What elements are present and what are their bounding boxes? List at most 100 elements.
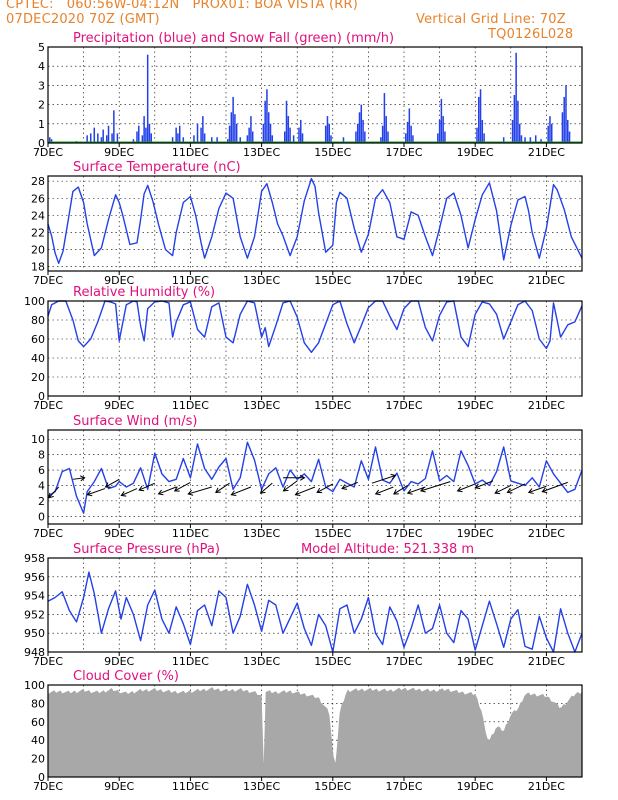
wind-ytick-label: 2 xyxy=(38,495,45,508)
precipitation-bar xyxy=(132,139,135,143)
wind-arrow-head xyxy=(506,487,513,494)
cloud-ytick-label: 40 xyxy=(31,734,45,747)
precipitation-bar xyxy=(568,131,571,143)
precipitation-bar xyxy=(330,135,332,143)
wind-arrow-head xyxy=(374,489,381,496)
precipitation-bar xyxy=(502,137,505,143)
cloud-frame xyxy=(47,684,583,778)
temperature-ytick-label: 24 xyxy=(31,209,45,222)
temperature-xtick-label: 7DEC xyxy=(33,274,63,287)
precipitation-bar xyxy=(283,131,286,143)
precipitation-bar xyxy=(138,125,140,143)
wind-xtick-label: 7DEC xyxy=(33,527,63,540)
precipitation-bar xyxy=(178,125,181,143)
temperature-xtick-label: 11DEC xyxy=(172,274,209,287)
wind-ytick-label: 0 xyxy=(38,510,45,523)
precipitation-bar xyxy=(107,125,110,143)
wind-arrow-head xyxy=(230,490,237,497)
wind-arrow-head xyxy=(527,488,534,494)
precipitation-bar xyxy=(230,112,233,143)
cloud-panel: 0 20 40 60 80 100 7DEC 9DEC 11DEC 13DEC 15DEC 17DEC… xyxy=(24,669,583,793)
precipitation-bar xyxy=(102,129,104,143)
humidity-ytick-label: 100 xyxy=(24,295,45,308)
cloud-cover-area xyxy=(48,687,582,777)
cloud-xtick-label: 15DEC xyxy=(314,780,351,793)
precipitation-bar xyxy=(251,131,254,143)
temperature-xtick-label: 9DEC xyxy=(104,274,134,287)
wind-xtick-label: 17DEC xyxy=(385,527,422,540)
run-time-label: 07DEC2020 70Z (GMT) xyxy=(6,12,160,27)
wind-xtick-label: 9DEC xyxy=(104,527,134,540)
humidity-xtick-label: 7DEC xyxy=(33,399,63,412)
temperature-panel: 18 20 22 24 26 28 7DEC 9DEC 11DEC 13DEC 15DEC 17DEC… xyxy=(31,160,583,287)
precipitation-bar xyxy=(111,133,113,143)
wind-arrow-shaft xyxy=(121,488,138,496)
precipitation-bar xyxy=(567,119,569,143)
humidity-ytick-label: 40 xyxy=(31,352,45,365)
precipitation-bar xyxy=(529,137,532,143)
precip-xtick-label: 7DEC xyxy=(33,146,63,159)
precipitation-bar xyxy=(518,123,521,143)
model-altitude-label: Model Altitude: 521.338 m xyxy=(301,542,474,557)
precipitation-bar xyxy=(113,110,115,143)
precip-ytick-label: 3 xyxy=(38,79,45,92)
pressure-ytick-label: 952 xyxy=(24,608,45,621)
precipitation-bar xyxy=(289,127,291,143)
wind-arrow-shaft xyxy=(542,481,568,493)
precipitation-bar xyxy=(182,137,185,143)
pressure-xtick-label: 17DEC xyxy=(385,655,422,668)
wind-arrow-shaft xyxy=(528,485,547,493)
precip-xtick-label: 11DEC xyxy=(172,146,209,159)
wind-arrow-shaft xyxy=(295,486,316,496)
wind-arrow-head xyxy=(79,475,86,482)
pressure-series-line xyxy=(47,571,583,653)
wind-arrow-head xyxy=(393,489,399,495)
precipitation-bar xyxy=(408,108,411,143)
temperature-xtick-label: 15DEC xyxy=(314,274,351,287)
precipitation-bar xyxy=(387,131,389,143)
precipitation-bar xyxy=(481,119,484,143)
precipitation-bar xyxy=(547,125,549,143)
wind-xtick-label: 15DEC xyxy=(314,527,351,540)
precipitation-bar xyxy=(476,127,478,143)
cloud-ytick-label: 80 xyxy=(31,697,45,710)
precipitation-bar xyxy=(324,125,327,143)
precipitation-bar xyxy=(250,116,252,143)
wind-arrow-shaft xyxy=(231,486,252,496)
wind-xtick-label: 21DEC xyxy=(528,527,565,540)
precipitation-bar xyxy=(298,127,300,143)
wind-arrow-head xyxy=(541,487,548,494)
precipitation-bar xyxy=(239,137,241,143)
precipitation-bar xyxy=(246,135,249,143)
precipitation-bar xyxy=(356,123,359,143)
precipitation-bar xyxy=(235,123,238,143)
precipitation-bar xyxy=(513,95,516,143)
precip-xtick-label: 17DEC xyxy=(385,146,422,159)
humidity-xtick-label: 17DEC xyxy=(385,399,422,412)
precipitation-bar xyxy=(563,96,565,143)
vertical-grid-line-label: Vertical Grid Line: 70Z xyxy=(416,12,566,27)
wind-xtick-label: 19DEC xyxy=(457,527,494,540)
cloud-xtick-label: 19DEC xyxy=(457,780,494,793)
precipitation-bar xyxy=(267,112,270,143)
wind-arrow-shaft xyxy=(72,477,85,480)
humidity-xtick-label: 9DEC xyxy=(104,399,134,412)
precipitation-bar xyxy=(86,135,88,143)
cloud-ytick-label: 60 xyxy=(31,716,45,729)
wind-ytick-label: 4 xyxy=(38,479,45,492)
precipitation-bar xyxy=(269,123,272,143)
wind-arrow-shaft xyxy=(215,482,230,493)
temperature-ytick-label: 28 xyxy=(31,175,45,188)
wind-ytick-label: 10 xyxy=(31,433,45,446)
precip-ytick-label: 0 xyxy=(38,137,45,150)
precipitation-bar xyxy=(105,135,108,143)
wind-arrow-shaft xyxy=(138,482,156,491)
wind-ytick-label: 8 xyxy=(38,449,45,462)
precipitation-bar xyxy=(364,131,366,143)
wind-arrow-shaft xyxy=(371,474,396,484)
precipitation-bar xyxy=(524,137,526,143)
wind-arrow-head xyxy=(138,485,145,492)
precipitation-bar xyxy=(515,52,517,144)
humidity-frame xyxy=(47,300,583,397)
